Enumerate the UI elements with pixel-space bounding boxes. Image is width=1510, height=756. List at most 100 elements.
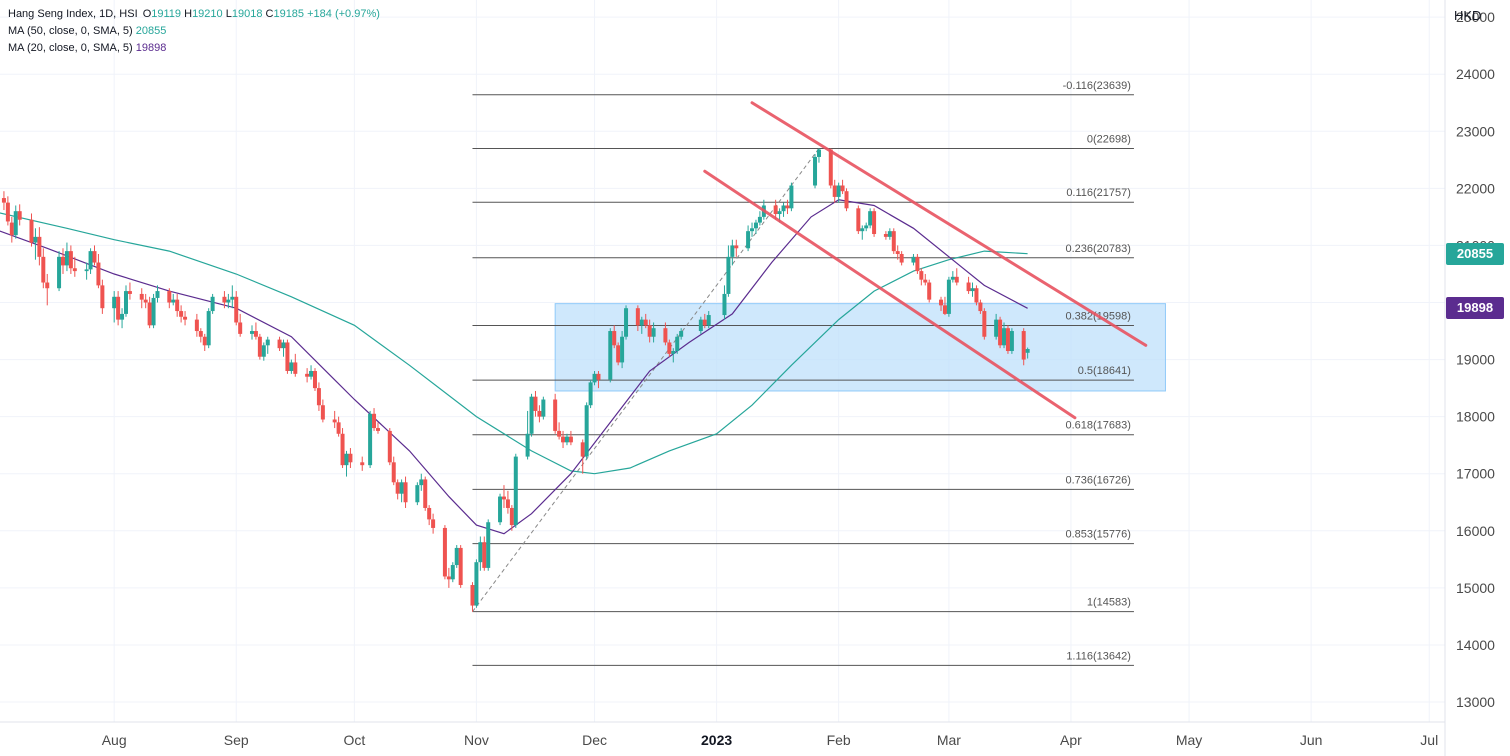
candle-body [994, 319, 999, 337]
candle-body [320, 405, 325, 420]
candle-body [639, 319, 644, 326]
candle-body [257, 336, 262, 357]
x-tick-label: May [1176, 732, 1202, 748]
candle-body [911, 256, 916, 263]
y-tick-label: 23000 [1456, 123, 1495, 139]
candle-body [253, 331, 258, 337]
candle-body [96, 262, 101, 286]
candle-body [616, 345, 621, 363]
candle-body [238, 322, 243, 334]
candle-body [533, 396, 538, 411]
candle-body [568, 436, 573, 443]
legend-low: 19018 [231, 8, 263, 20]
legend-open: 19119 [151, 8, 182, 20]
candle-body [588, 382, 593, 406]
candle-body [813, 156, 818, 186]
candle-body [505, 499, 510, 508]
candle-body [261, 345, 266, 357]
candle-body [679, 331, 684, 337]
y-tick-label: 13000 [1456, 694, 1495, 710]
candle-body [57, 256, 62, 289]
candle-body [277, 339, 282, 349]
candle-body [482, 542, 487, 568]
candle-body [171, 299, 176, 303]
candle-body [635, 308, 640, 326]
candle-body [836, 185, 841, 197]
candle-body [746, 231, 751, 249]
candle-body [982, 311, 987, 337]
candle-body [143, 299, 148, 303]
candle-body [624, 308, 629, 337]
candle-body [698, 319, 703, 332]
candle-body [450, 565, 455, 580]
candle-body [17, 211, 22, 220]
trend-line-dashed [472, 148, 820, 612]
candle-body [423, 479, 428, 508]
candle-body [375, 428, 380, 431]
candle-body [60, 256, 65, 266]
candle-body [608, 331, 613, 380]
legend-ma50-row: MA (50, close, 0, SMA, 5) 20855 [8, 23, 380, 40]
fib-level-label: 0.736(16726) [1065, 474, 1130, 486]
x-tick-label: 2023 [701, 732, 732, 748]
candle-body [391, 462, 396, 483]
candle-body [950, 276, 955, 280]
candle-body [643, 319, 648, 326]
candle-body [387, 430, 392, 463]
candle-body [446, 576, 451, 580]
fib-level-label: 0(22698) [1087, 134, 1131, 146]
candle-body [336, 422, 341, 434]
candle-body [730, 245, 735, 257]
legend-close-label: C [265, 8, 274, 20]
candle-body [179, 311, 184, 317]
legend-change: +184 (+0.97%) [307, 8, 380, 20]
x-tick-label: Jun [1300, 732, 1323, 748]
candle-body [226, 299, 231, 303]
x-tick-label: Mar [937, 732, 961, 748]
candle-body [415, 485, 420, 503]
candle-body [663, 328, 668, 343]
candle-body [344, 453, 349, 466]
candle-body [498, 496, 503, 523]
candle-body [946, 279, 951, 314]
candle-body [557, 430, 562, 437]
candle-body [454, 547, 459, 566]
candle-body [151, 297, 156, 326]
legend-high-label: H [184, 8, 193, 20]
candle-body [309, 370, 314, 377]
y-tick-label: 17000 [1456, 466, 1495, 482]
candle-body [116, 296, 121, 320]
candle-body [372, 413, 377, 429]
candle-body [348, 453, 353, 463]
candle-body [702, 319, 707, 326]
candle-body [112, 296, 117, 309]
candle-body [954, 276, 959, 283]
candle-body [123, 291, 128, 314]
candle-body [773, 205, 778, 215]
candle-body [45, 282, 50, 289]
candle-body [13, 211, 18, 236]
legend-ma20-value: 19898 [135, 42, 167, 54]
y-tick-label: 16000 [1456, 523, 1495, 539]
candle-body [868, 211, 873, 226]
fib-level-label: 0.116(21757) [1066, 187, 1131, 199]
candle-body [5, 202, 10, 222]
legend-high: 19210 [192, 8, 223, 20]
chart-legend: Hang Seng Index, 1D, HSI O19119 H19210 L… [8, 6, 380, 57]
y-tick-label: 18000 [1456, 409, 1495, 425]
y-tick-label: 19000 [1456, 352, 1495, 368]
candle-body [167, 291, 172, 303]
fib-level-label: 0.236(20783) [1065, 243, 1130, 255]
candle-body [360, 462, 365, 466]
candle-body [620, 336, 625, 363]
candle-body [667, 342, 672, 354]
candle-body [1005, 328, 1010, 352]
candle-body [399, 482, 404, 494]
legend-ma20-label: MA (20, close, 0, SMA, 5) [8, 42, 133, 54]
candle-body [706, 315, 711, 326]
candle-body [206, 311, 211, 346]
candle-body [88, 251, 93, 270]
candle-body [844, 191, 849, 209]
candle-body [285, 342, 290, 371]
